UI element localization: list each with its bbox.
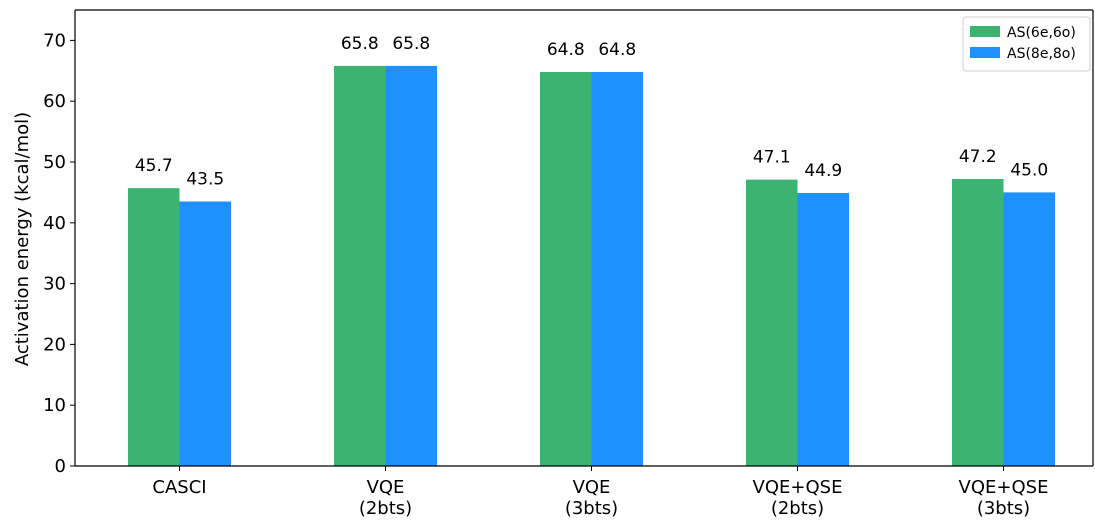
x-tick-label-1: CASCI bbox=[152, 477, 206, 498]
y-tick-label-40: 40 bbox=[43, 213, 66, 234]
value-label-series2-cat4: 44.9 bbox=[804, 161, 842, 181]
x-tick-label-line: VQE bbox=[367, 477, 405, 498]
x-tick-label-line: (2bts) bbox=[771, 498, 824, 519]
value-label-series1-cat5: 47.2 bbox=[959, 147, 997, 167]
bar-series2-cat1 bbox=[179, 201, 231, 466]
x-tick-label-2: VQE (2bts) bbox=[359, 477, 412, 519]
y-tick-label-30: 30 bbox=[43, 274, 66, 295]
x-tick-label-line: VQE bbox=[573, 477, 611, 498]
legend-label-2: AS(8e,8o) bbox=[1007, 46, 1076, 62]
value-label-series2-cat1: 43.5 bbox=[186, 170, 224, 190]
x-tick-label-line: VQE+QSE bbox=[959, 477, 1049, 498]
x-tick-label-line: (3bts) bbox=[977, 498, 1030, 519]
bar-series2-cat4 bbox=[797, 193, 849, 466]
x-tick-label-5: VQE+QSE (3bts) bbox=[959, 477, 1049, 519]
y-tick-label-10: 10 bbox=[43, 395, 66, 416]
value-label-series1-cat2: 65.8 bbox=[341, 34, 379, 54]
y-axis-label: Activation energy (kcal/mol) bbox=[12, 112, 33, 366]
legend-swatch-1 bbox=[970, 26, 1000, 37]
bar-series1-cat1 bbox=[128, 188, 180, 467]
y-tick-label-70: 70 bbox=[43, 30, 66, 51]
y-tick-label-60: 60 bbox=[43, 91, 66, 112]
value-label-series1-cat4: 47.1 bbox=[753, 148, 791, 168]
legend-label-1: AS(6e,6o) bbox=[1007, 25, 1076, 41]
x-tick-label-line: (3bts) bbox=[565, 498, 618, 519]
y-tick-label-20: 20 bbox=[43, 334, 66, 355]
bar-series2-cat3 bbox=[591, 72, 643, 467]
x-tick-label-line: CASCI bbox=[152, 477, 206, 498]
y-tick-label-0: 0 bbox=[55, 456, 66, 477]
value-label-series1-cat1: 45.7 bbox=[135, 156, 173, 176]
value-label-series2-cat3: 64.8 bbox=[598, 40, 636, 60]
x-tick-label-line: (2bts) bbox=[359, 498, 412, 519]
bar-series1-cat4 bbox=[746, 179, 798, 466]
value-label-series1-cat3: 64.8 bbox=[547, 40, 585, 60]
value-label-series2-cat2: 65.8 bbox=[392, 34, 430, 54]
y-tick-label-50: 50 bbox=[43, 152, 66, 173]
value-label-series2-cat5: 45.0 bbox=[1010, 160, 1048, 180]
x-tick-label-line: VQE+QSE bbox=[753, 477, 843, 498]
legend-swatch-2 bbox=[970, 47, 1000, 58]
bar-series2-cat2 bbox=[385, 65, 437, 466]
bar-series1-cat2 bbox=[334, 65, 386, 466]
bar-series1-cat5 bbox=[952, 179, 1004, 467]
x-tick-label-4: VQE+QSE (2bts) bbox=[753, 477, 843, 519]
bar-series2-cat5 bbox=[1003, 192, 1055, 466]
x-tick-label-3: VQE (3bts) bbox=[565, 477, 618, 519]
bar-series1-cat3 bbox=[540, 72, 592, 467]
